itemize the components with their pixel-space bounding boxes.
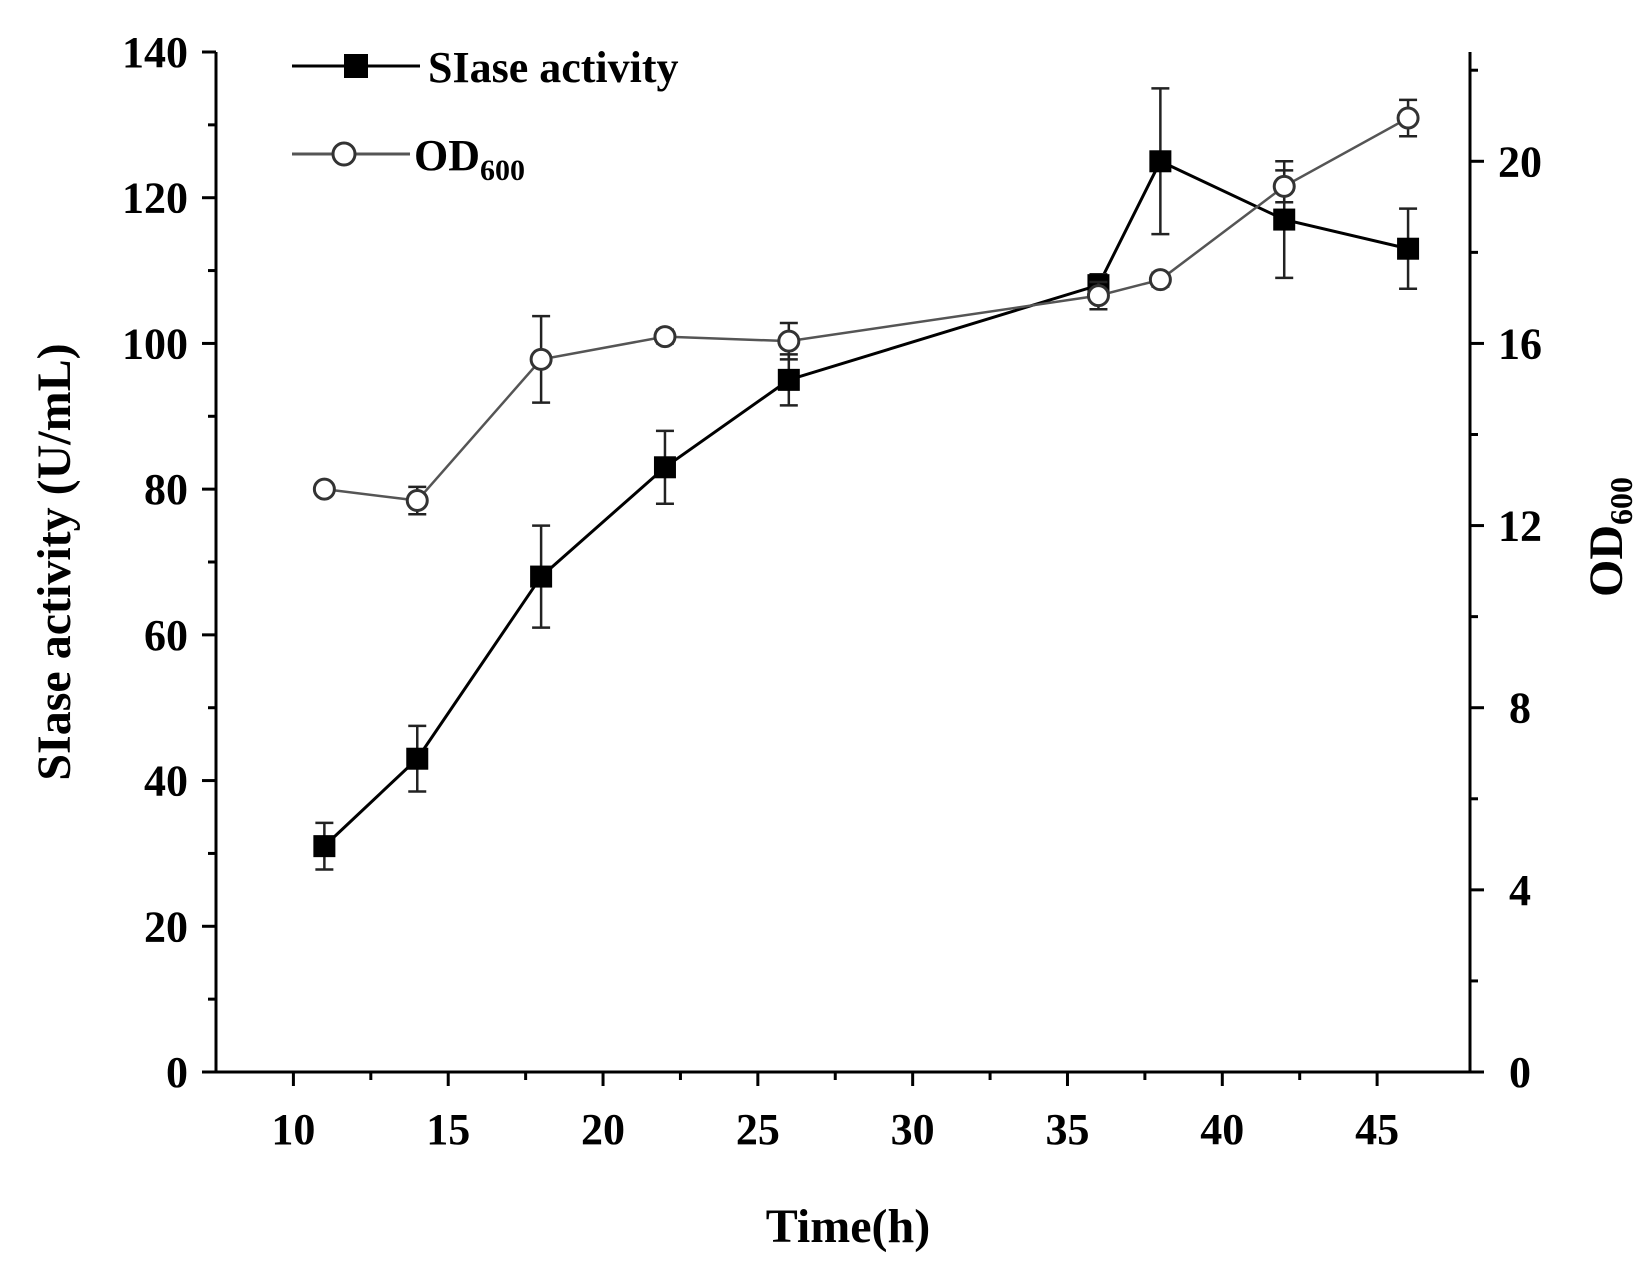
y-tick-label: 80 <box>144 465 188 514</box>
y-axis-title: SIase activity (U/mL) <box>28 343 81 780</box>
y-axis-right-ticks: 0 4 8 12 16 20 <box>1470 68 1542 1097</box>
data-point <box>312 477 336 501</box>
y-tick-label: 20 <box>144 902 188 951</box>
y2-axis-title-main: OD <box>1580 525 1633 597</box>
legend-od600-label-main: OD <box>414 131 480 180</box>
x-tick-label: 25 <box>736 1105 780 1154</box>
x-tick-label: 30 <box>891 1105 935 1154</box>
series-od600 <box>312 98 1420 516</box>
data-point <box>653 325 677 349</box>
data-point <box>653 456 676 479</box>
legend: SIase activity OD600 <box>292 43 679 187</box>
data-point <box>530 565 553 588</box>
data-point <box>777 329 801 353</box>
series-siase-activity <box>313 87 1420 871</box>
y2-tick-label: 8 <box>1509 684 1531 733</box>
y-tick-label: 100 <box>122 319 188 368</box>
y2-tick-label: 20 <box>1498 137 1542 186</box>
x-axis-ticks: 10 15 20 25 30 35 40 45 <box>271 1072 1399 1154</box>
y-tick-label: 120 <box>122 174 188 223</box>
data-point <box>1273 208 1296 231</box>
y-tick-label: 0 <box>166 1048 188 1097</box>
data-point <box>1396 106 1420 130</box>
legend-od600-label-sub: 600 <box>480 154 525 187</box>
data-point <box>1148 268 1172 292</box>
data-point <box>777 368 800 391</box>
y2-axis-title: OD600 <box>1580 477 1639 597</box>
y-tick-label: 60 <box>144 611 188 660</box>
x-tick-label: 35 <box>1045 1105 1089 1154</box>
series-line <box>323 159 1409 848</box>
data-point <box>1397 237 1420 260</box>
data-point <box>1149 150 1172 173</box>
series-layer <box>312 87 1420 871</box>
data-point <box>406 747 429 770</box>
x-tick-label: 40 <box>1200 1105 1244 1154</box>
y-tick-label: 40 <box>144 757 188 806</box>
x-tick-label: 45 <box>1355 1105 1399 1154</box>
data-point <box>313 835 336 858</box>
x-tick-label: 10 <box>271 1105 315 1154</box>
legend-od600-marker <box>331 141 357 167</box>
y2-tick-label: 4 <box>1509 866 1531 915</box>
y-axis-left-ticks: 0 20 40 60 80 100 120 140 <box>122 28 216 1097</box>
legend-od600-label: OD600 <box>414 131 525 187</box>
x-tick-label: 20 <box>581 1105 625 1154</box>
y-tick-label: 140 <box>122 28 188 77</box>
y2-tick-label: 12 <box>1498 502 1542 551</box>
data-point <box>529 347 553 371</box>
data-point <box>405 489 429 513</box>
y2-axis-title-subscript: 600 <box>1603 477 1639 525</box>
legend-siase-marker <box>344 54 368 78</box>
y2-tick-label: 0 <box>1509 1048 1531 1097</box>
data-point <box>1272 174 1296 198</box>
x-tick-label: 15 <box>426 1105 470 1154</box>
legend-siase-label: SIase activity <box>428 43 679 92</box>
data-point <box>1086 284 1110 308</box>
x-axis-title: Time(h) <box>766 1200 930 1253</box>
y2-tick-label: 16 <box>1498 319 1542 368</box>
